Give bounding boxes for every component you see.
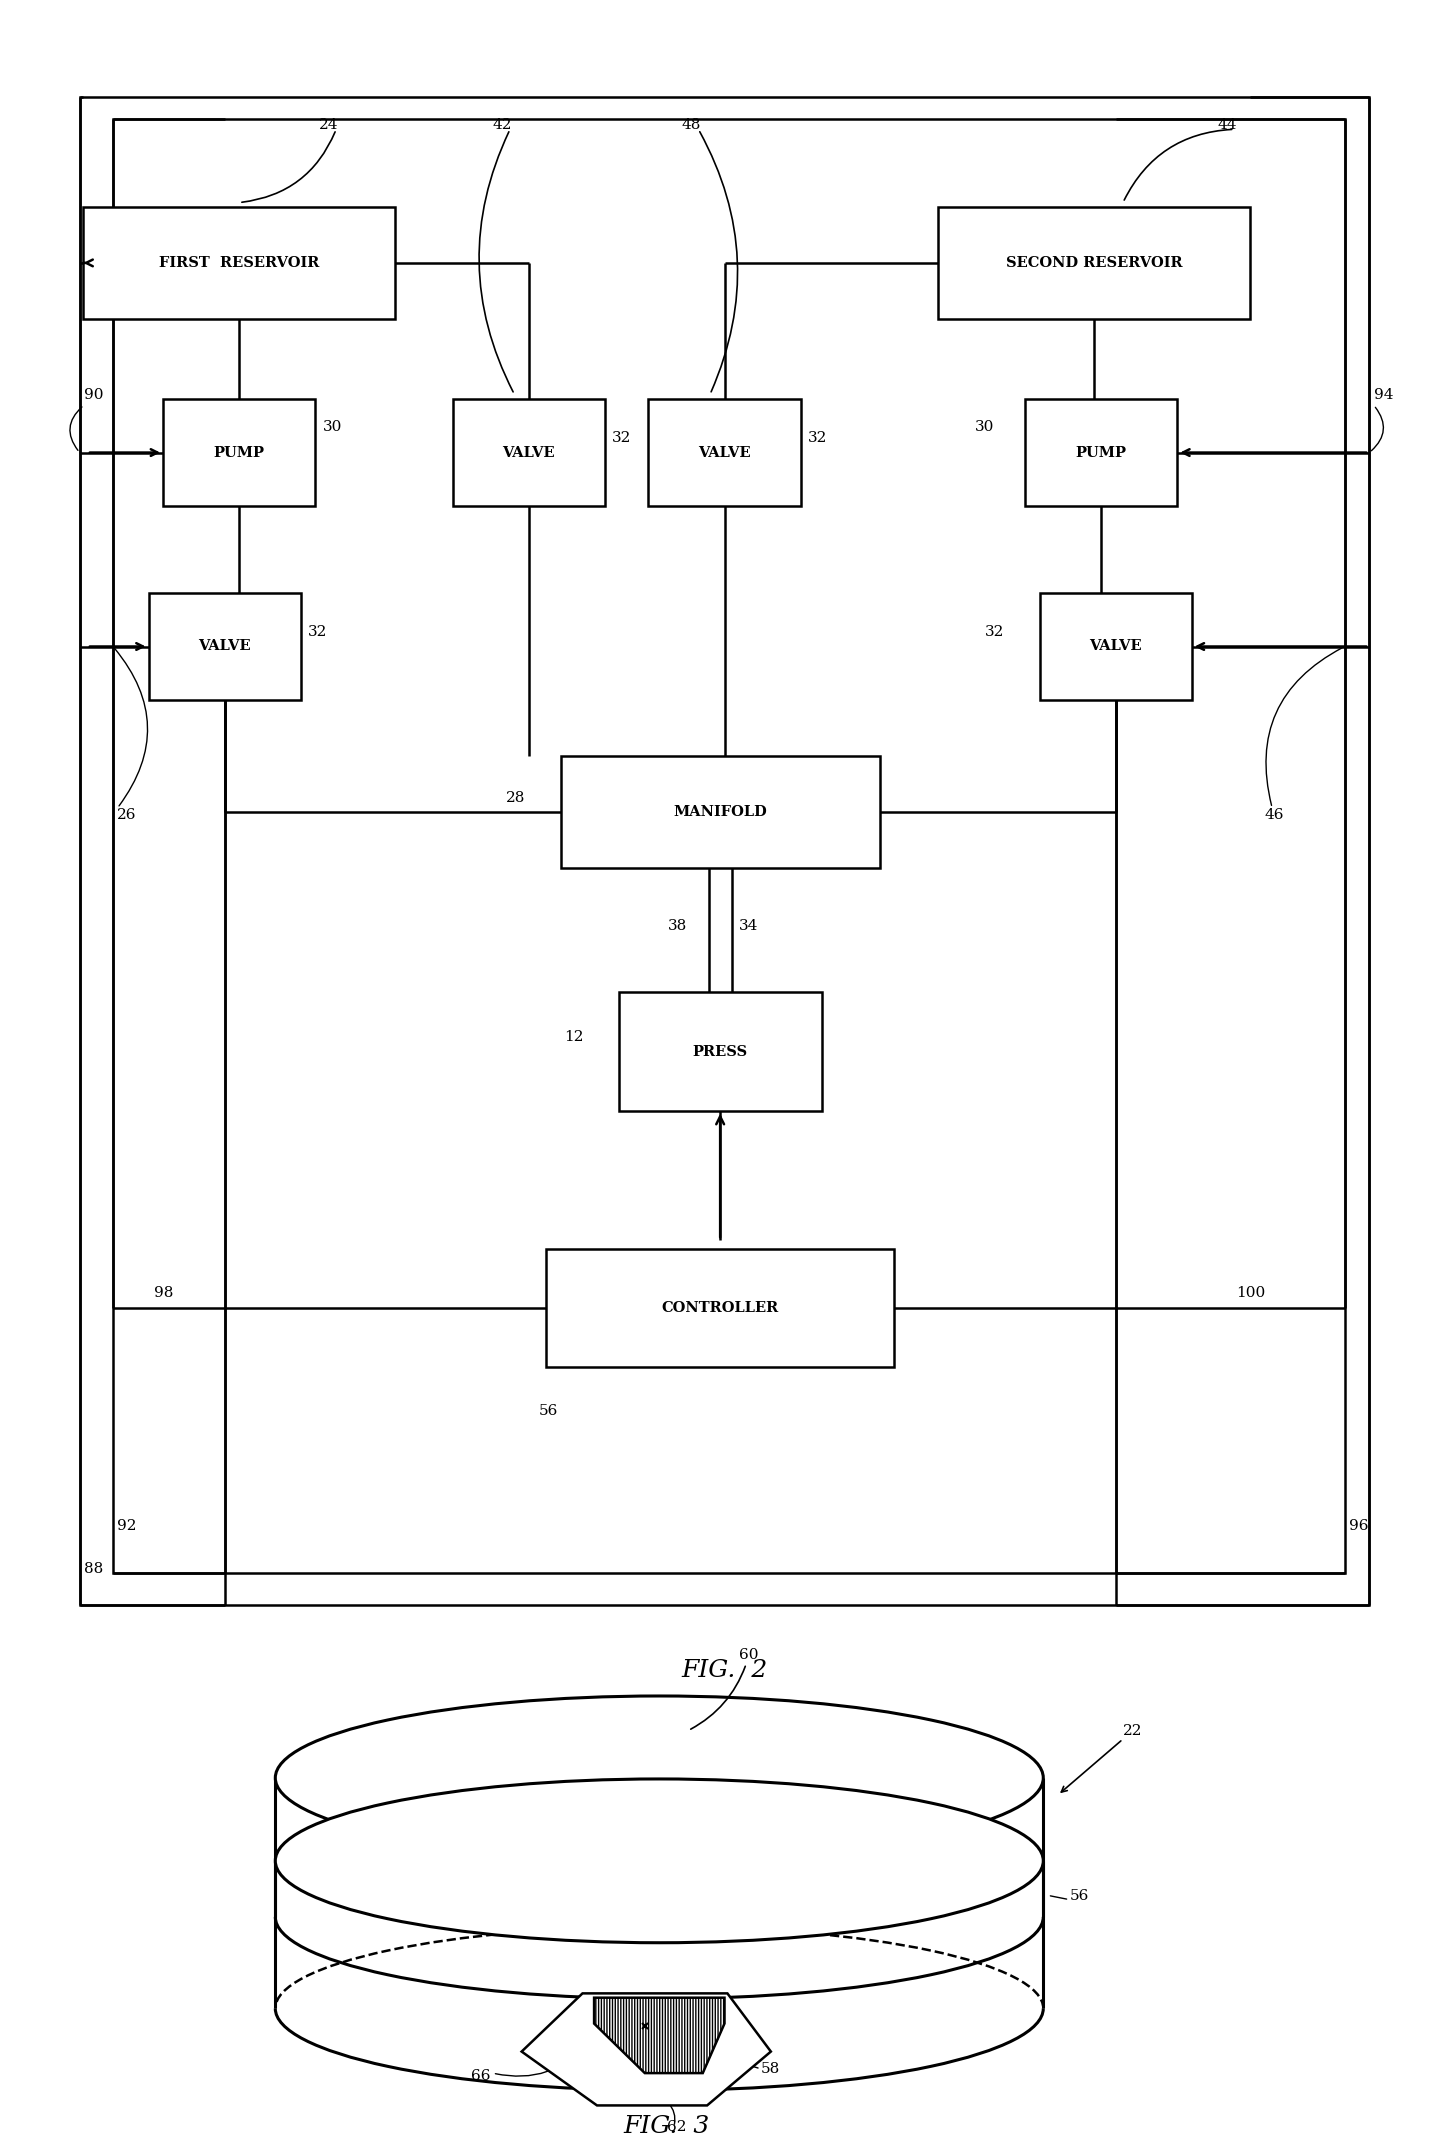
Text: 100: 100 xyxy=(1236,1287,1265,1299)
Text: VALVE: VALVE xyxy=(503,446,555,459)
Text: 96: 96 xyxy=(1349,1519,1368,1532)
Bar xyxy=(80,97,1369,1605)
Text: 90: 90 xyxy=(84,388,103,401)
Bar xyxy=(1040,593,1191,700)
Text: 98: 98 xyxy=(154,1287,172,1299)
Bar xyxy=(561,756,880,868)
Text: PRESS: PRESS xyxy=(693,1045,748,1058)
Text: SECOND RESERVOIR: SECOND RESERVOIR xyxy=(1006,256,1182,269)
Text: PUMP: PUMP xyxy=(213,446,265,459)
Text: PUMP: PUMP xyxy=(1075,446,1127,459)
Text: 42: 42 xyxy=(493,119,511,131)
Text: VALVE: VALVE xyxy=(199,640,251,653)
Text: 60: 60 xyxy=(739,1649,758,1662)
Text: CONTROLLER: CONTROLLER xyxy=(662,1302,778,1315)
Text: 34: 34 xyxy=(739,920,758,933)
Text: 32: 32 xyxy=(809,431,827,444)
Text: VALVE: VALVE xyxy=(698,446,751,459)
Text: 24: 24 xyxy=(319,119,338,131)
Bar xyxy=(113,119,1345,1573)
Text: 30: 30 xyxy=(974,420,994,433)
Text: 56: 56 xyxy=(539,1403,558,1418)
Text: 92: 92 xyxy=(117,1519,136,1532)
Text: MANIFOLD: MANIFOLD xyxy=(674,806,767,819)
Text: FIG.  2: FIG. 2 xyxy=(681,1659,768,1681)
Bar xyxy=(1026,399,1177,506)
Text: 66: 66 xyxy=(471,2069,490,2082)
Ellipse shape xyxy=(275,1780,1043,1944)
Text: 28: 28 xyxy=(506,791,525,804)
Text: FIRST  RESERVOIR: FIRST RESERVOIR xyxy=(159,256,319,269)
Bar xyxy=(649,399,800,506)
Text: 32: 32 xyxy=(611,431,632,444)
Text: 88: 88 xyxy=(84,1562,103,1575)
Text: FIG.  3: FIG. 3 xyxy=(623,2116,710,2138)
Bar xyxy=(546,1250,894,1368)
Text: 12: 12 xyxy=(564,1030,582,1043)
Text: VALVE: VALVE xyxy=(1090,640,1142,653)
Text: 44: 44 xyxy=(1217,119,1236,131)
Text: 32: 32 xyxy=(985,625,1004,638)
Polygon shape xyxy=(594,1998,724,2073)
Bar xyxy=(149,593,301,700)
Text: 58: 58 xyxy=(761,2062,780,2075)
Text: 46: 46 xyxy=(1265,808,1284,821)
Text: 38: 38 xyxy=(668,920,687,933)
Text: 94: 94 xyxy=(1374,388,1392,401)
Text: 32: 32 xyxy=(307,625,327,638)
Text: 48: 48 xyxy=(681,119,700,131)
Bar xyxy=(619,991,822,1112)
Bar xyxy=(164,399,316,506)
Text: 30: 30 xyxy=(323,420,342,433)
Text: 56: 56 xyxy=(1069,1888,1088,1903)
Text: 22: 22 xyxy=(1123,1724,1142,1737)
Polygon shape xyxy=(522,1993,771,2105)
Bar xyxy=(452,399,606,506)
Bar xyxy=(84,207,394,319)
Text: 26: 26 xyxy=(117,808,136,821)
Bar xyxy=(939,207,1249,319)
Text: 62: 62 xyxy=(667,2121,685,2133)
Ellipse shape xyxy=(275,1696,1043,1860)
